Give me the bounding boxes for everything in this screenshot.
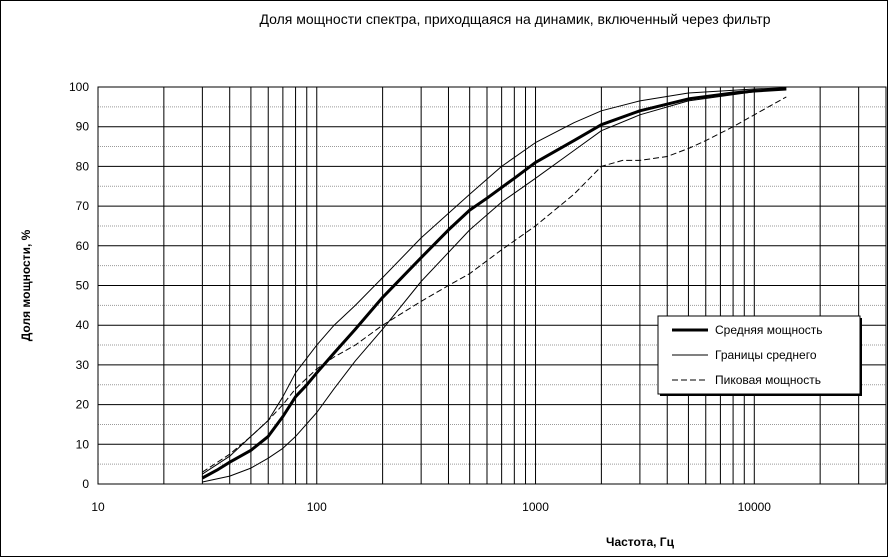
y-tick-label: 20: [76, 398, 90, 412]
plot-border: [97, 86, 887, 485]
y-tick-label: 50: [76, 279, 90, 293]
series-line-2: [202, 88, 787, 483]
y-tick-label: 30: [76, 358, 90, 372]
x-axis-label: Частота, Гц: [606, 535, 675, 549]
legend-label: Пиковая мощность: [715, 373, 821, 387]
y-tick-label: 0: [82, 477, 89, 491]
y-tick-label: 60: [76, 239, 90, 253]
chart-title: Доля мощности спектра, приходщаяся на ди…: [260, 11, 771, 27]
y-axis-label: Доля мощности, %: [19, 229, 33, 341]
legend-label: Средняя мощность: [715, 323, 823, 337]
y-tick-label: 10: [76, 437, 90, 451]
x-tick-label: 10000: [738, 500, 772, 514]
y-tick-label: 70: [76, 199, 90, 213]
y-tick-label: 40: [76, 318, 90, 332]
series-layer: [201, 87, 787, 483]
x-tick-label: 100: [307, 500, 327, 514]
legend: Средняя мощность Границы среднего Пиковая …: [657, 315, 862, 396]
x-tick-label: 1000: [522, 500, 549, 514]
series-line-1: [202, 87, 787, 475]
y-tick-label: 80: [76, 159, 90, 173]
series-line-3: [202, 96, 787, 473]
y-tick-label: 90: [76, 120, 90, 134]
y-tick-label: 100: [69, 80, 89, 94]
series-line-0: [201, 87, 787, 480]
legend-label: Границы среднего: [715, 348, 817, 362]
x-tick-label: 10: [91, 500, 105, 514]
